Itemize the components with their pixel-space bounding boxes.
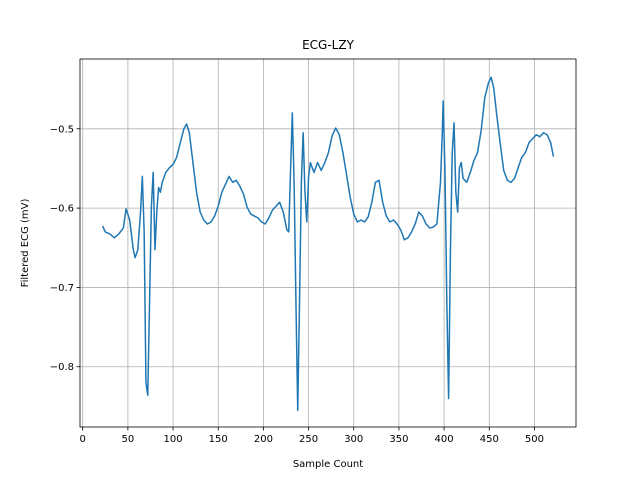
x-tick-label: 100	[164, 434, 183, 445]
plot-frame	[79, 58, 577, 428]
chart-title: ECG-LZY	[302, 38, 354, 52]
x-tick-label: 50	[122, 434, 135, 445]
data-line	[101, 76, 555, 412]
y-tick-label: −0.7	[50, 283, 74, 294]
x-tick-label: 200	[254, 434, 273, 445]
x-tick-label: 300	[344, 434, 363, 445]
x-tick-label: 450	[480, 434, 499, 445]
x-tick-label: 150	[209, 434, 228, 445]
x-tick-label: 0	[80, 434, 86, 445]
y-tick-label: −0.5	[50, 124, 74, 135]
y-tick-label: −0.8	[50, 362, 74, 373]
x-axis-label: Sample Count	[293, 459, 363, 470]
y-axis-label: Filtered ECG (mV)	[20, 198, 31, 287]
x-tick-label: 500	[525, 434, 544, 445]
y-tick-label: −0.6	[50, 204, 74, 215]
x-tick-label: 350	[389, 434, 408, 445]
x-tick-label: 250	[299, 434, 318, 445]
x-tick-label: 400	[435, 434, 454, 445]
